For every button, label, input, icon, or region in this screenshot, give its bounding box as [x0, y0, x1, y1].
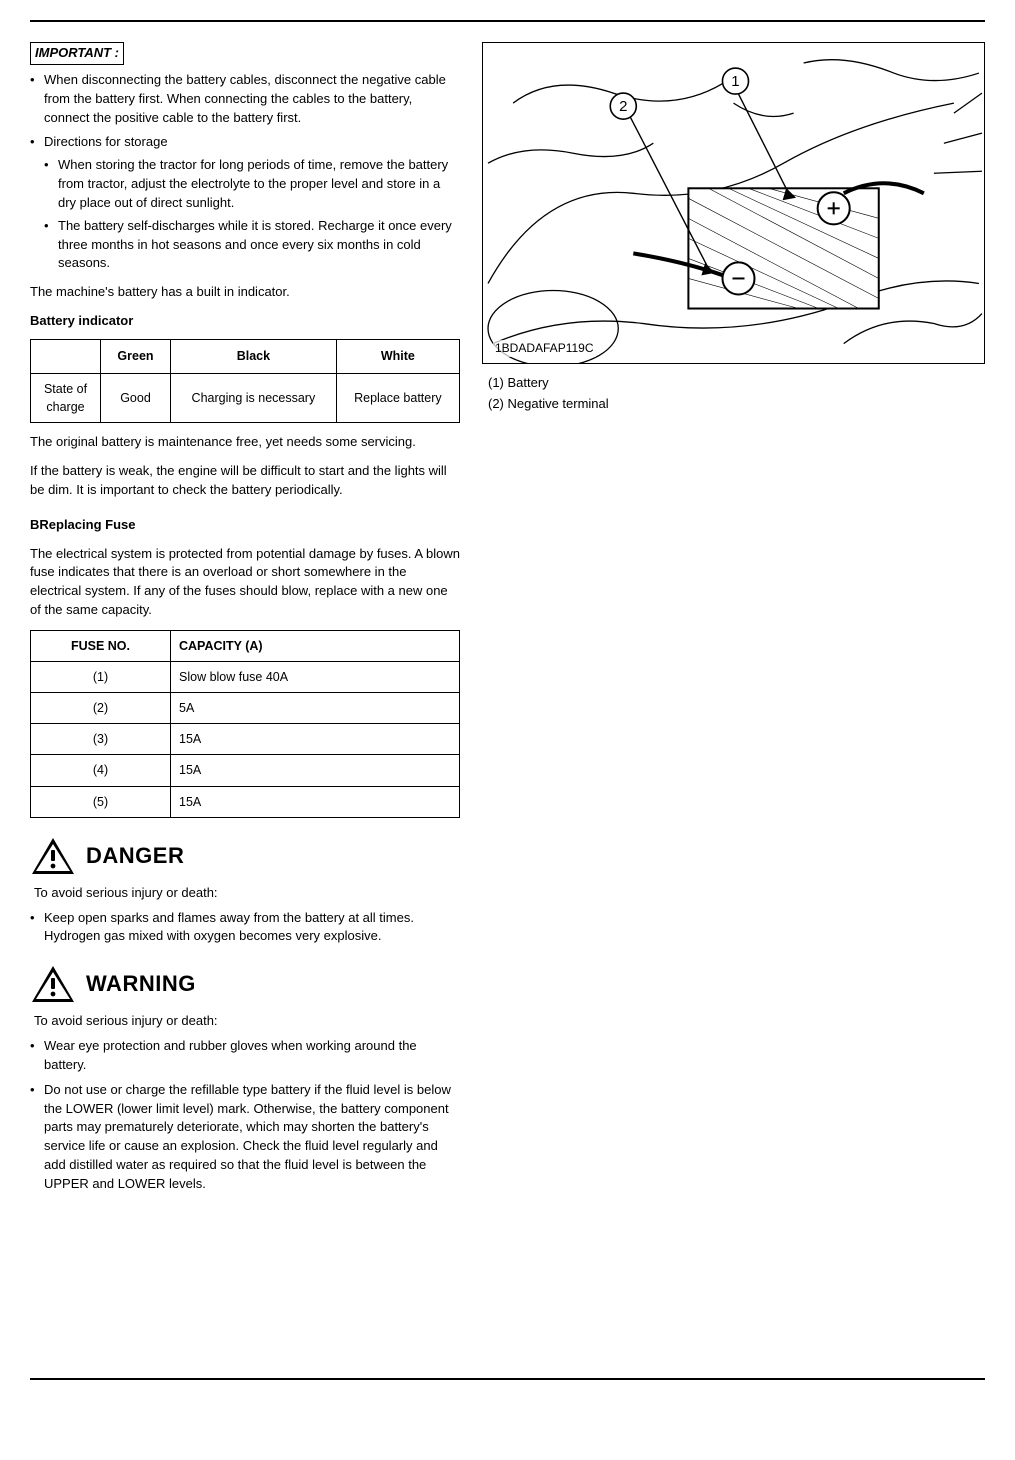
left-column: IMPORTANT : When disconnecting the batte…: [30, 42, 460, 1200]
battery-figure: 1 2 1BDADAFAP119C: [482, 42, 985, 364]
danger-avoid: To avoid serious injury or death:: [34, 884, 460, 903]
figure-id: 1BDADAFAP119C: [493, 340, 596, 357]
callout-1-num: 1: [731, 73, 739, 90]
important-bullet-1: When disconnecting the battery cables, d…: [30, 71, 460, 128]
danger-triangle-icon: [30, 836, 76, 876]
fuse-2-cap: 5A: [171, 693, 460, 724]
indicator-val-green: Good: [101, 373, 171, 422]
warning-block: WARNING: [30, 964, 460, 1004]
important-sub-bullets: When storing the tractor for long period…: [44, 156, 460, 273]
important-bullets: When disconnecting the battery cables, d…: [30, 71, 460, 273]
fuse-col-no: FUSE NO.: [31, 630, 171, 661]
indicator-header-row: Green Black White: [31, 339, 460, 373]
danger-bullets: Keep open sparks and flames away from th…: [30, 909, 460, 947]
indicator-heading: Battery indicator: [30, 312, 460, 331]
fuse-col-cap: CAPACITY (A): [171, 630, 460, 661]
fuse-3-cap: 15A: [171, 724, 460, 755]
important-sub-1: When storing the tractor for long period…: [44, 156, 460, 213]
important-label: IMPORTANT :: [30, 42, 124, 65]
warning-bullet-1: Wear eye protection and rubber gloves wh…: [30, 1037, 460, 1075]
indicator-col-white: White: [336, 339, 459, 373]
fuse-3-no: (3): [31, 724, 171, 755]
fuse-intro: The electrical system is protected from …: [30, 545, 460, 620]
fuse-row-1: (1) Slow blow fuse 40A: [31, 662, 460, 693]
battery-shape: [633, 183, 924, 308]
right-column: 1 2 1BDADAFAP119C (1) Battery (2) Negati…: [482, 42, 985, 1200]
danger-label: DANGER: [86, 840, 184, 872]
indicator-val-white: Replace battery: [336, 373, 459, 422]
fuse-header-row: FUSE NO. CAPACITY (A): [31, 630, 460, 661]
callout-2-num: 2: [619, 98, 627, 115]
indicator-data-row: State of charge Good Charging is necessa…: [31, 373, 460, 422]
indicator-intro: The machine's battery has a built in ind…: [30, 283, 460, 302]
figure-lineart: 1 2: [483, 43, 984, 364]
warning-triangle-icon: [30, 964, 76, 1004]
fuse-row-4: (4) 15A: [31, 755, 460, 786]
fuse-1-no: (1): [31, 662, 171, 693]
indicator-val-black: Charging is necessary: [171, 373, 337, 422]
indicator-col-black: Black: [171, 339, 337, 373]
top-rule: [30, 20, 985, 22]
figure-caption: (1) Battery (2) Negative terminal: [482, 374, 985, 414]
original-battery-2: If the battery is weak, the engine will …: [30, 462, 460, 500]
indicator-row-label: State of charge: [31, 373, 101, 422]
warning-avoid: To avoid serious injury or death:: [34, 1012, 460, 1031]
important-sub-2: The battery self-discharges while it is …: [44, 217, 460, 274]
fuse-table: FUSE NO. CAPACITY (A) (1) Slow blow fuse…: [30, 630, 460, 818]
figure-caption-1: (1) Battery: [488, 374, 985, 393]
bottom-rule: [30, 1378, 985, 1380]
fuse-4-cap: 15A: [171, 755, 460, 786]
fuse-heading: BReplacing Fuse: [30, 516, 460, 535]
danger-bullet-1: Keep open sparks and flames away from th…: [30, 909, 460, 947]
fuse-row-5: (5) 15A: [31, 786, 460, 817]
warning-bullets: Wear eye protection and rubber gloves wh…: [30, 1037, 460, 1194]
fuse-row-3: (3) 15A: [31, 724, 460, 755]
indicator-table: Green Black White State of charge Good C…: [30, 339, 460, 423]
two-column-layout: IMPORTANT : When disconnecting the batte…: [30, 42, 985, 1200]
important-bullet-2: Directions for storage When storing the …: [30, 133, 460, 273]
original-battery-1: The original battery is maintenance free…: [30, 433, 460, 452]
fuse-5-no: (5): [31, 786, 171, 817]
fuse-row-2: (2) 5A: [31, 693, 460, 724]
figure-caption-2: (2) Negative terminal: [488, 395, 985, 414]
fuse-5-cap: 15A: [171, 786, 460, 817]
important-bullet-2-text: Directions for storage: [44, 134, 168, 149]
warning-label: WARNING: [86, 968, 196, 1000]
indicator-col-green: Green: [101, 339, 171, 373]
danger-block: DANGER: [30, 836, 460, 876]
fuse-2-no: (2): [31, 693, 171, 724]
fuse-1-cap: Slow blow fuse 40A: [171, 662, 460, 693]
warning-bullet-2: Do not use or charge the refillable type…: [30, 1081, 460, 1194]
fuse-4-no: (4): [31, 755, 171, 786]
